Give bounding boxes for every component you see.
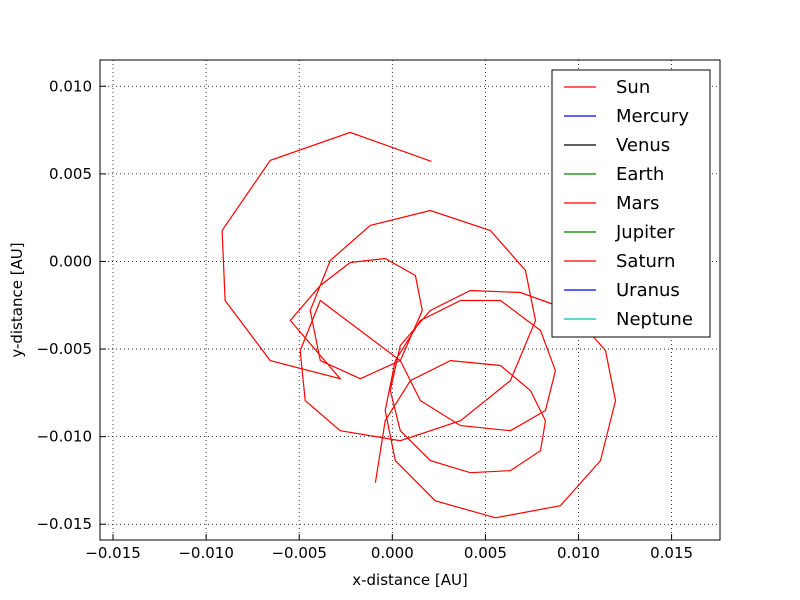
y-tick-label: −0.015 <box>36 515 92 533</box>
legend-label: Earth <box>616 164 664 185</box>
legend-label: Sun <box>616 77 650 98</box>
series-line <box>221 131 617 519</box>
x-tick-label: −0.005 <box>271 544 327 562</box>
x-tick-label: −0.015 <box>85 544 141 562</box>
y-tick-label: 0.000 <box>49 252 92 270</box>
x-tick-label: 0.010 <box>557 544 600 562</box>
legend-label: Mars <box>616 193 659 214</box>
y-tick-label: −0.005 <box>36 340 92 358</box>
legend-label: Mercury <box>616 106 689 127</box>
legend-label: Uranus <box>616 280 680 301</box>
y-axis-label: y-distance [AU] <box>8 242 26 357</box>
plot-frame <box>99 59 721 541</box>
x-tick-label: 0.005 <box>464 544 507 562</box>
y-tick-label: −0.010 <box>36 428 92 446</box>
x-tick-label: 0.015 <box>650 544 693 562</box>
x-tick-label: −0.010 <box>178 544 234 562</box>
x-tick-label: 0.000 <box>371 544 414 562</box>
y-tick-label: 0.005 <box>49 165 92 183</box>
legend-label: Neptune <box>616 309 693 330</box>
y-tick-label: 0.010 <box>49 77 92 95</box>
legend-label: Saturn <box>616 251 675 272</box>
legend-label: Venus <box>616 135 670 156</box>
legend-label: Jupiter <box>615 222 675 243</box>
x-axis-label: x-distance [AU] <box>352 571 468 589</box>
